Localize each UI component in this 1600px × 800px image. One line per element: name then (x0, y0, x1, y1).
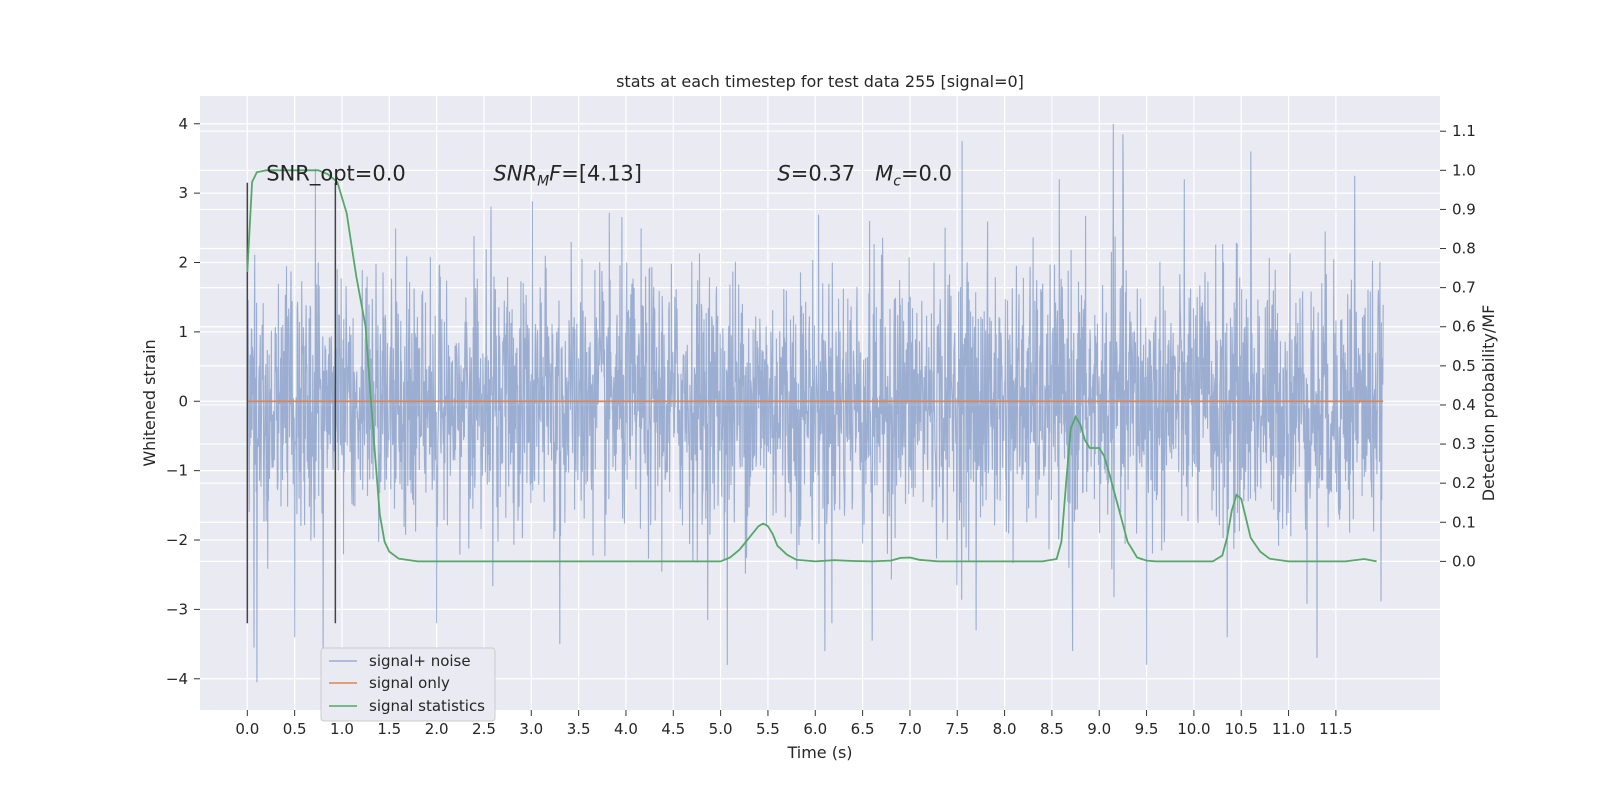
y-left-tick-label-6: 2 (178, 254, 188, 272)
legend-box (320, 647, 496, 722)
annotation-0: SNR_opt=0.0 (266, 162, 406, 187)
x-tick-label-23: 11.5 (1319, 720, 1352, 738)
x-tick-label-18: 9.0 (1087, 720, 1111, 738)
left-axis-ticks: −4 −3 −2 −1 0 1 2 3 4 (166, 115, 200, 688)
y-axis-label-left: Whitened strain (140, 339, 159, 466)
x-tick-label-17: 8.5 (1040, 720, 1064, 738)
y-right-tick-label-4: 0.4 (1452, 396, 1476, 414)
x-tick-label-0: 0.0 (235, 720, 259, 738)
y-left-tick-label-5: 1 (178, 323, 188, 341)
y-right-tick-label-10: 1.0 (1452, 161, 1476, 179)
legend-label-signal-statistics: signal statistics (369, 697, 485, 715)
x-tick-label-14: 7.0 (898, 720, 922, 738)
right-axis-ticks: 0.0 0.1 0.2 0.3 0.4 0.5 0.6 0.7 0.8 0.9 1.0 1.1 (1440, 122, 1476, 570)
chart-title: stats at each timestep for test data 255… (616, 72, 1024, 91)
y-right-tick-label-1: 0.1 (1452, 513, 1476, 531)
x-tick-label-10: 5.0 (709, 720, 733, 738)
annotation-2: S=0.37 Mc=0.0 (777, 162, 952, 190)
x-tick-label-15: 7.5 (945, 720, 969, 738)
y-left-tick-label-4: 0 (178, 392, 188, 410)
x-tick-label-8: 4.0 (614, 720, 638, 738)
x-tick-label-3: 1.5 (377, 720, 401, 738)
y-right-tick-label-3: 0.3 (1452, 435, 1476, 453)
y-right-tick-label-9: 0.9 (1452, 200, 1476, 218)
x-tick-label-11: 5.5 (756, 720, 780, 738)
y-right-tick-label-8: 0.8 (1452, 240, 1476, 258)
annotations: SNR_opt=0.0 SNRMF=[4.13] S=0.37 Mc=0.0 (266, 162, 952, 190)
y-left-tick-label-7: 3 (178, 184, 188, 202)
x-tick-label-4: 2.0 (425, 720, 449, 738)
x-tick-label-2: 1.0 (330, 720, 354, 738)
y-right-tick-label-6: 0.6 (1452, 318, 1476, 336)
x-tick-label-9: 4.5 (661, 720, 685, 738)
x-axis-ticks: 0.0 0.5 1.0 1.5 2.0 2.5 3.0 3.5 4.0 4.5 5.0 5.5 6.0 6… (235, 710, 1353, 738)
y-right-tick-label-7: 0.7 (1452, 279, 1476, 297)
y-left-tick-label-0: −4 (166, 670, 188, 688)
y-left-tick-label-1: −3 (166, 600, 188, 618)
series-signal-statistics (246, 169, 1377, 563)
noise-series (246, 123, 1384, 683)
x-tick-label-12: 6.0 (803, 720, 827, 738)
y-right-tick-label-2: 0.2 (1452, 474, 1476, 492)
x-tick-label-1: 0.5 (283, 720, 307, 738)
x-tick-label-21: 10.5 (1225, 720, 1258, 738)
x-tick-label-13: 6.5 (851, 720, 875, 738)
x-axis-label: Time (s) (786, 743, 852, 762)
y-axis-label-right: Detection probability/MF (1479, 305, 1498, 502)
x-tick-label-20: 10.0 (1177, 720, 1210, 738)
y-right-tick-label-11: 1.1 (1452, 122, 1476, 140)
y-left-tick-label-8: 4 (178, 115, 188, 133)
x-tick-label-7: 3.5 (567, 720, 591, 738)
legend-label-signal-noise: signal+ noise (369, 652, 471, 670)
line-series (246, 169, 1384, 624)
x-tick-label-6: 3.0 (519, 720, 543, 738)
annotation-1: SNRMF=[4.13] (493, 162, 642, 190)
legend: signal+ noise signal only signal statist… (320, 647, 496, 722)
legend-label-signal-only: signal only (369, 674, 450, 692)
x-tick-label-16: 8.0 (993, 720, 1017, 738)
x-tick-label-19: 9.5 (1135, 720, 1159, 738)
x-tick-label-22: 11.0 (1272, 720, 1305, 738)
y-right-tick-label-5: 0.5 (1452, 357, 1476, 375)
y-left-tick-label-2: −2 (166, 531, 188, 549)
y-right-tick-label-0: 0.0 (1452, 552, 1476, 570)
x-tick-label-5: 2.5 (472, 720, 496, 738)
y-left-tick-label-3: −1 (166, 462, 188, 480)
series-signal-noise (246, 123, 1384, 683)
